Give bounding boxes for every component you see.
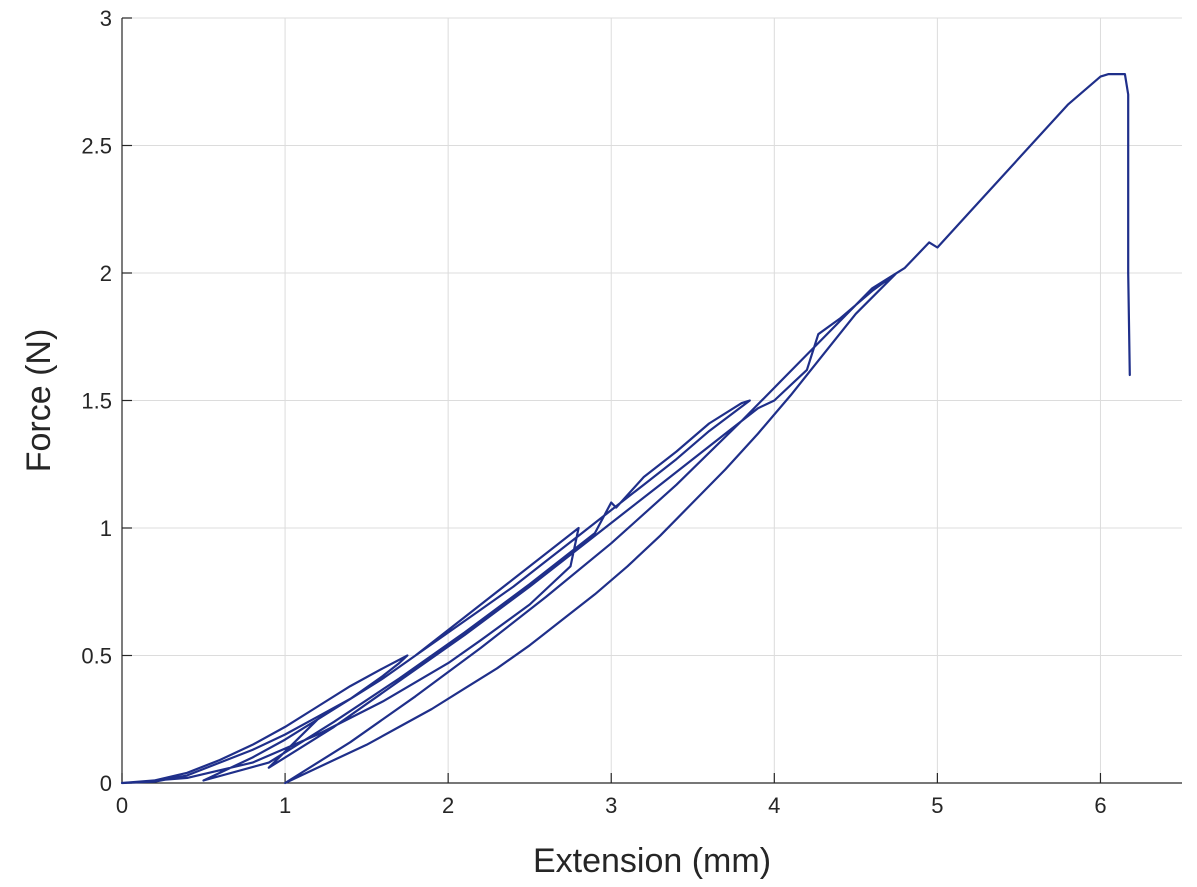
data-series [120, 73, 1131, 785]
x-tick-label: 2 [442, 793, 454, 818]
y-axis-title: Force (N) [20, 329, 58, 473]
x-tick-label: 3 [605, 793, 617, 818]
x-tick-label: 0 [116, 793, 128, 818]
y-tick-label: 2 [100, 261, 112, 286]
y-tick-label: 1 [100, 516, 112, 541]
x-tick-label: 1 [279, 793, 291, 818]
y-tick-label: 3 [100, 6, 112, 31]
y-tick-label: 0.5 [81, 644, 112, 669]
axes [121, 17, 1182, 784]
x-tick-label: 6 [1094, 793, 1106, 818]
y-tick-label: 2.5 [81, 134, 112, 159]
x-axis-title: Extension (mm) [533, 842, 771, 880]
x-tick-label: 5 [931, 793, 943, 818]
tick-labels: 0 1 2 3 4 5 6 0 0.5 1 1.5 2 2.5 3 [81, 6, 1106, 818]
series-line [120, 73, 1131, 785]
y-tick-label: 1.5 [81, 389, 112, 414]
grid-lines [121, 17, 1182, 784]
y-tick-label: 0 [100, 771, 112, 796]
x-tick-label: 4 [768, 793, 780, 818]
